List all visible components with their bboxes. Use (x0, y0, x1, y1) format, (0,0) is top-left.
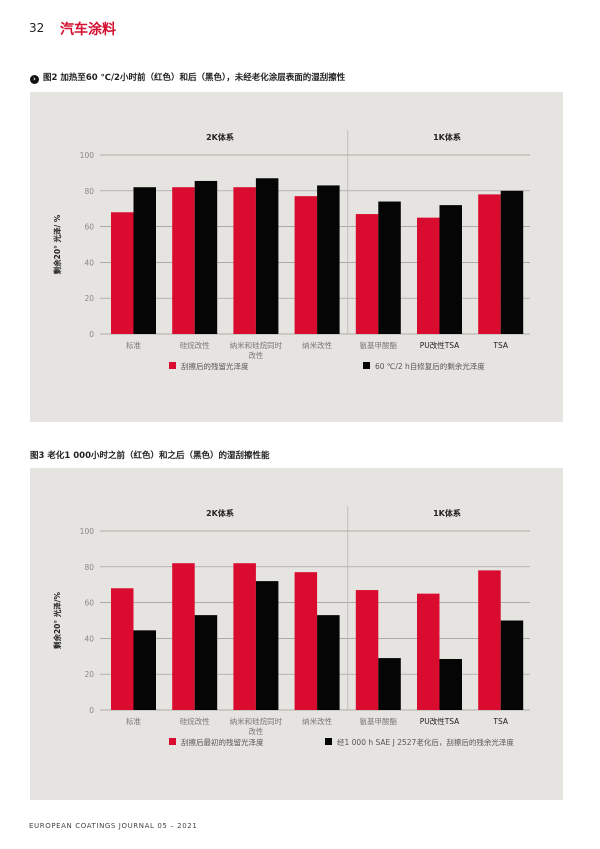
bar-black (194, 180, 218, 334)
bar-red (172, 187, 195, 334)
y-axis-label: 剩余20° 光泽/% (52, 591, 62, 649)
figure-3-chart-panel: 0 20 40 60 80 100 2K体系 1K体系标准 硅烷改性 纳米和硅烷同时改性 纳米改性 氨… (30, 468, 563, 800)
legend-label: 刮擦后最初的残留光泽度 (181, 737, 264, 747)
group-header: 2K体系 (206, 132, 234, 142)
category-label: PU改性TSA (420, 716, 460, 726)
bar-red (417, 217, 440, 334)
category-label: TSA (492, 341, 508, 350)
bar-black (378, 658, 401, 710)
y-tick-label: 100 (80, 151, 95, 160)
bar-red (233, 563, 256, 710)
category-label: 硅烷改性 (180, 716, 210, 726)
category-label: 纳米改性 (302, 716, 332, 726)
category-label: 硅烷改性 (180, 340, 210, 350)
category-label: 氨基甲酸酯 (360, 340, 398, 350)
figure-2-chart-panel: 0 20 40 60 80 100 2K体系 1K体系标准 硅烷改性 纳米和硅烷同时改性 纳米改性 氨… (30, 92, 563, 422)
bar-red (478, 194, 501, 334)
category-label: 纳米改性 (302, 340, 332, 350)
bar-red (355, 590, 379, 710)
legend-swatch (325, 738, 332, 745)
bar-red (355, 214, 379, 334)
y-tick-label: 80 (84, 187, 94, 196)
bar-black (317, 615, 340, 710)
legend-label: 经1 000 h SAE J 2527老化后，刮擦后的残余光泽度 (337, 737, 514, 747)
bar-black (439, 205, 462, 334)
y-tick-label: 0 (89, 706, 94, 715)
category-label: TSA (492, 717, 508, 726)
bar-black (317, 185, 340, 334)
figure-2-title-text: 图2 加热至60 ℃/2小时前（红色）和后（黑色），未经老化涂层表面的湿刮擦性 (43, 73, 346, 83)
bar-red (478, 570, 501, 710)
group-header: 2K体系 (206, 508, 234, 518)
bar-red (111, 212, 134, 334)
y-tick-label: 20 (84, 670, 94, 679)
bar-black (378, 201, 401, 334)
bar-black (255, 178, 279, 334)
bar-red (172, 563, 195, 710)
group-header: 1K体系 (433, 508, 461, 518)
category-label: 纳米和硅烷同时改性 (230, 716, 283, 736)
bar-red (111, 588, 134, 710)
category-label: PU改性TSA (420, 340, 460, 350)
y-tick-label: 40 (84, 258, 94, 267)
category-label: 纳米和硅烷同时改性 (230, 340, 283, 360)
group-header: 1K体系 (433, 132, 461, 142)
category-label: 标准 (126, 716, 141, 726)
bar-black (500, 620, 524, 710)
bar-black (439, 658, 462, 710)
bar-red (294, 196, 318, 334)
category-label: 标准 (126, 340, 141, 350)
arrow-right-circle-icon: › (30, 75, 39, 84)
footer-journal: EUROPEAN COATINGS JOURNAL 05 – 2021 (29, 822, 198, 830)
section-title: 汽车涂料 (60, 22, 116, 38)
bar-black (133, 187, 156, 334)
y-tick-label: 60 (84, 599, 94, 608)
bar-black (500, 190, 524, 334)
bar-black (255, 581, 279, 710)
bar-red (294, 572, 318, 710)
legend-label: 60 ℃/2 h自修复后的剩余光泽度 (375, 361, 485, 371)
y-tick-label: 20 (84, 294, 94, 303)
legend-label: 刮擦后的残留光泽度 (181, 361, 249, 371)
category-label: 氨基甲酸酯 (360, 716, 398, 726)
y-tick-label: 60 (84, 223, 94, 232)
figure-3-title: 图3 老化1 000小时之前（红色）和之后（黑色）的湿刮擦性能 (30, 451, 270, 461)
y-tick-label: 0 (89, 330, 94, 339)
y-axis-label: 剩余20° 光泽/ % (52, 214, 62, 274)
page-number: 32 (29, 21, 45, 35)
legend-swatch (169, 738, 176, 745)
bar-red (233, 187, 256, 334)
bar-red (417, 593, 440, 710)
legend-swatch (363, 362, 370, 369)
bar-black (133, 630, 156, 710)
figure-2-title: › 图2 加热至60 ℃/2小时前（红色）和后（黑色），未经老化涂层表面的湿刮擦性 (30, 71, 345, 84)
legend-swatch (169, 362, 176, 369)
y-tick-label: 80 (84, 563, 94, 572)
bar-black (194, 615, 218, 710)
y-tick-label: 40 (84, 634, 94, 643)
y-tick-label: 100 (80, 527, 95, 536)
